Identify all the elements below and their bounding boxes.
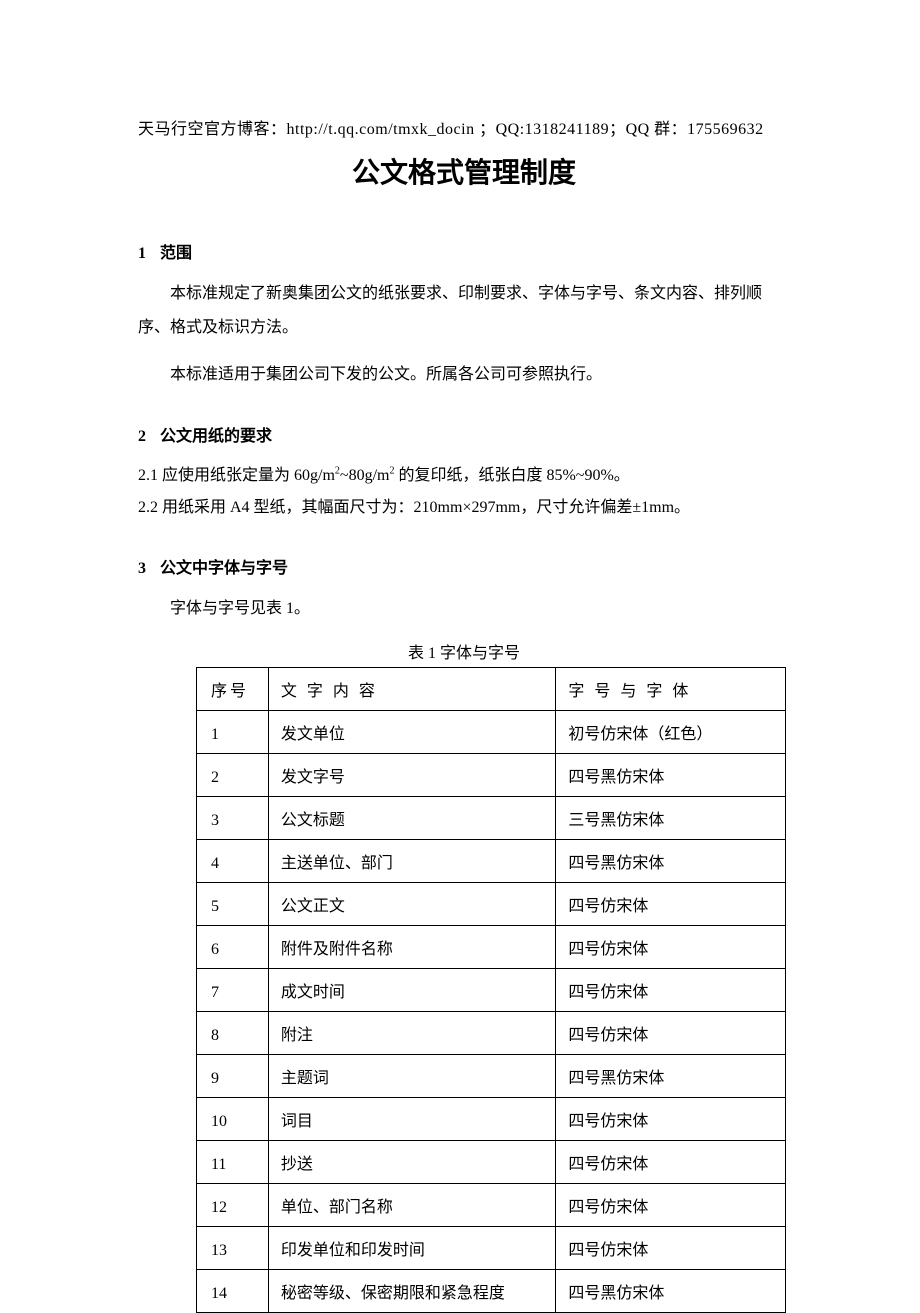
table-row: 11抄送四号仿宋体 [197, 1141, 786, 1184]
cell-content: 秘密等级、保密期限和紧急程度 [268, 1270, 555, 1313]
cell-seq: 6 [197, 926, 269, 969]
section-2-title: 公文用纸的要求 [160, 428, 272, 445]
table-row: 6附件及附件名称四号仿宋体 [197, 926, 786, 969]
cell-content: 附件及附件名称 [268, 926, 555, 969]
cell-font: 四号黑仿宋体 [556, 754, 786, 797]
section-3-title: 公文中字体与字号 [160, 560, 288, 577]
cell-font: 四号黑仿宋体 [556, 840, 786, 883]
cell-seq: 9 [197, 1055, 269, 1098]
table-row: 3公文标题三号黑仿宋体 [197, 797, 786, 840]
cell-content: 发文单位 [268, 711, 555, 754]
cell-content: 主题词 [268, 1055, 555, 1098]
col-header-font: 字 号 与 字 体 [556, 668, 786, 711]
cell-seq: 4 [197, 840, 269, 883]
section-3-num: 3 [138, 560, 146, 578]
font-table: 序号 文 字 内 容 字 号 与 字 体 1发文单位初号仿宋体（红色） 2发文字… [196, 667, 786, 1313]
item1-prefix: 2.1 应使用纸张定量为 60g/m [138, 467, 335, 484]
cell-font: 四号仿宋体 [556, 926, 786, 969]
cell-seq: 2 [197, 754, 269, 797]
cell-font: 四号仿宋体 [556, 969, 786, 1012]
section-2: 2 公文用纸的要求 2.1 应使用纸张定量为 60g/m2~80g/m2 的复印纸… [138, 422, 790, 524]
cell-content: 抄送 [268, 1141, 555, 1184]
item1-mid: ~80g/m [340, 467, 390, 484]
cell-font: 三号黑仿宋体 [556, 797, 786, 840]
cell-content: 发文字号 [268, 754, 555, 797]
table-row: 2发文字号四号黑仿宋体 [197, 754, 786, 797]
header-text: 天马行空官方博客：http://t.qq.com/tmxk_docin ；QQ:… [138, 115, 790, 139]
section-2-item1: 2.1 应使用纸张定量为 60g/m2~80g/m2 的复印纸，纸张白度 85%… [138, 460, 790, 492]
table-row: 12单位、部门名称四号仿宋体 [197, 1184, 786, 1227]
cell-seq: 5 [197, 883, 269, 926]
cell-content: 公文正文 [268, 883, 555, 926]
table-row: 10词目四号仿宋体 [197, 1098, 786, 1141]
cell-seq: 7 [197, 969, 269, 1012]
cell-font: 四号仿宋体 [556, 1141, 786, 1184]
table-caption: 表 1 字体与字号 [138, 639, 790, 663]
table-row: 8附注四号仿宋体 [197, 1012, 786, 1055]
cell-content: 印发单位和印发时间 [268, 1227, 555, 1270]
cell-seq: 14 [197, 1270, 269, 1313]
cell-content: 成文时间 [268, 969, 555, 1012]
cell-seq: 3 [197, 797, 269, 840]
cell-seq: 13 [197, 1227, 269, 1270]
cell-seq: 1 [197, 711, 269, 754]
col-header-content: 文 字 内 容 [268, 668, 555, 711]
page-title: 公文格式管理制度 [138, 151, 790, 191]
section-1-title: 范围 [160, 245, 192, 262]
cell-seq: 11 [197, 1141, 269, 1184]
section-3: 3 公文中字体与字号 字体与字号见表 1。 表 1 字体与字号 序号 文 字 内 … [138, 554, 790, 1313]
table-header-row: 序号 文 字 内 容 字 号 与 字 体 [197, 668, 786, 711]
cell-font: 初号仿宋体（红色） [556, 711, 786, 754]
table-row: 1发文单位初号仿宋体（红色） [197, 711, 786, 754]
cell-content: 词目 [268, 1098, 555, 1141]
section-1: 1 范围 本标准规定了新奥集团公文的纸张要求、印制要求、字体与字号、条文内容、排列… [138, 239, 790, 392]
cell-font: 四号仿宋体 [556, 1227, 786, 1270]
table-row: 4主送单位、部门四号黑仿宋体 [197, 840, 786, 883]
cell-seq: 8 [197, 1012, 269, 1055]
table-row: 14秘密等级、保密期限和紧急程度四号黑仿宋体 [197, 1270, 786, 1313]
cell-font: 四号仿宋体 [556, 1184, 786, 1227]
table-row: 5公文正文四号仿宋体 [197, 883, 786, 926]
section-1-p1: 本标准规定了新奥集团公文的纸张要求、印制要求、字体与字号、条文内容、排列顺序、格… [138, 277, 790, 344]
cell-font: 四号仿宋体 [556, 1012, 786, 1055]
cell-content: 公文标题 [268, 797, 555, 840]
table-row: 13印发单位和印发时间四号仿宋体 [197, 1227, 786, 1270]
section-1-p2: 本标准适用于集团公司下发的公文。所属各公司可参照执行。 [138, 358, 790, 392]
cell-content: 单位、部门名称 [268, 1184, 555, 1227]
cell-font: 四号仿宋体 [556, 883, 786, 926]
section-2-heading: 2 公文用纸的要求 [138, 422, 790, 446]
table-row: 9主题词四号黑仿宋体 [197, 1055, 786, 1098]
section-3-p1: 字体与字号见表 1。 [138, 592, 790, 626]
cell-seq: 12 [197, 1184, 269, 1227]
cell-font: 四号仿宋体 [556, 1098, 786, 1141]
item1-suffix: 的复印纸，纸张白度 85%~90%。 [394, 467, 629, 484]
cell-content: 主送单位、部门 [268, 840, 555, 883]
cell-font: 四号黑仿宋体 [556, 1055, 786, 1098]
col-header-seq: 序号 [197, 668, 269, 711]
cell-content: 附注 [268, 1012, 555, 1055]
section-2-item2: 2.2 用纸采用 A4 型纸，其幅面尺寸为：210mm×297mm，尺寸允许偏差… [138, 492, 790, 524]
section-2-num: 2 [138, 428, 146, 446]
table-row: 7成文时间四号仿宋体 [197, 969, 786, 1012]
section-3-heading: 3 公文中字体与字号 [138, 554, 790, 578]
section-1-heading: 1 范围 [138, 239, 790, 263]
cell-font: 四号黑仿宋体 [556, 1270, 786, 1313]
cell-seq: 10 [197, 1098, 269, 1141]
section-1-num: 1 [138, 245, 146, 263]
